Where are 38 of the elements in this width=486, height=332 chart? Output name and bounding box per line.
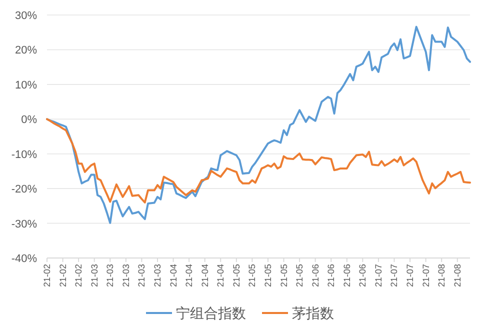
- x-tick-label: 21-04: [184, 264, 194, 288]
- y-tick-label: -30%: [11, 218, 38, 230]
- x-tick-label: 21-08: [452, 264, 462, 288]
- x-tick-label: 21-03: [120, 264, 131, 288]
- x-tick-label: 21-03: [136, 264, 147, 288]
- x-tick-label: 21-04: [200, 264, 210, 288]
- line-series: [46, 118, 471, 204]
- y-tick-label: 20%: [14, 44, 38, 57]
- x-tick-label: 21-02: [58, 264, 68, 288]
- x-tick-label: 21-02: [42, 264, 52, 288]
- legend-label: 茅指数: [292, 305, 334, 321]
- x-tick-label: 21-07: [389, 264, 400, 288]
- y-tick-label: 0%: [21, 114, 38, 126]
- x-tick-label: 21-05: [231, 264, 242, 288]
- x-tick-label: 21-06: [310, 264, 320, 288]
- x-tick-label: 21-07: [420, 264, 431, 288]
- x-tick-label: 21-05: [278, 264, 289, 288]
- x-tick-label: 21-05: [262, 264, 273, 288]
- x-tick-label: 21-05: [247, 264, 258, 288]
- x-tick-label: 21-06: [326, 264, 336, 288]
- y-tick-label: 10%: [14, 79, 38, 92]
- x-tick-label: 21-05: [294, 264, 305, 288]
- x-tick-label: 21-04: [216, 264, 226, 288]
- legend-label: 宁组合指数: [176, 305, 246, 321]
- y-tick-label: -40%: [11, 253, 38, 265]
- x-tick-label: 21-06: [342, 264, 352, 288]
- y-tick-label: 30%: [14, 10, 38, 22]
- x-tick-label: 21-04: [168, 264, 178, 288]
- x-tick-label: 21-03: [152, 264, 162, 288]
- y-tick-label: -10%: [11, 148, 38, 161]
- x-tick-label: 21-03: [89, 264, 100, 288]
- x-tick-label: 21-03: [105, 264, 116, 288]
- x-tick-label: 21-08: [436, 264, 447, 288]
- x-tick-label: 21-07: [373, 264, 384, 288]
- x-tick-label: 21-06: [358, 264, 368, 288]
- x-tick-label: 21-07: [405, 264, 416, 288]
- y-tick-label: -20%: [11, 184, 38, 196]
- x-tick-label: 21-02: [74, 264, 84, 288]
